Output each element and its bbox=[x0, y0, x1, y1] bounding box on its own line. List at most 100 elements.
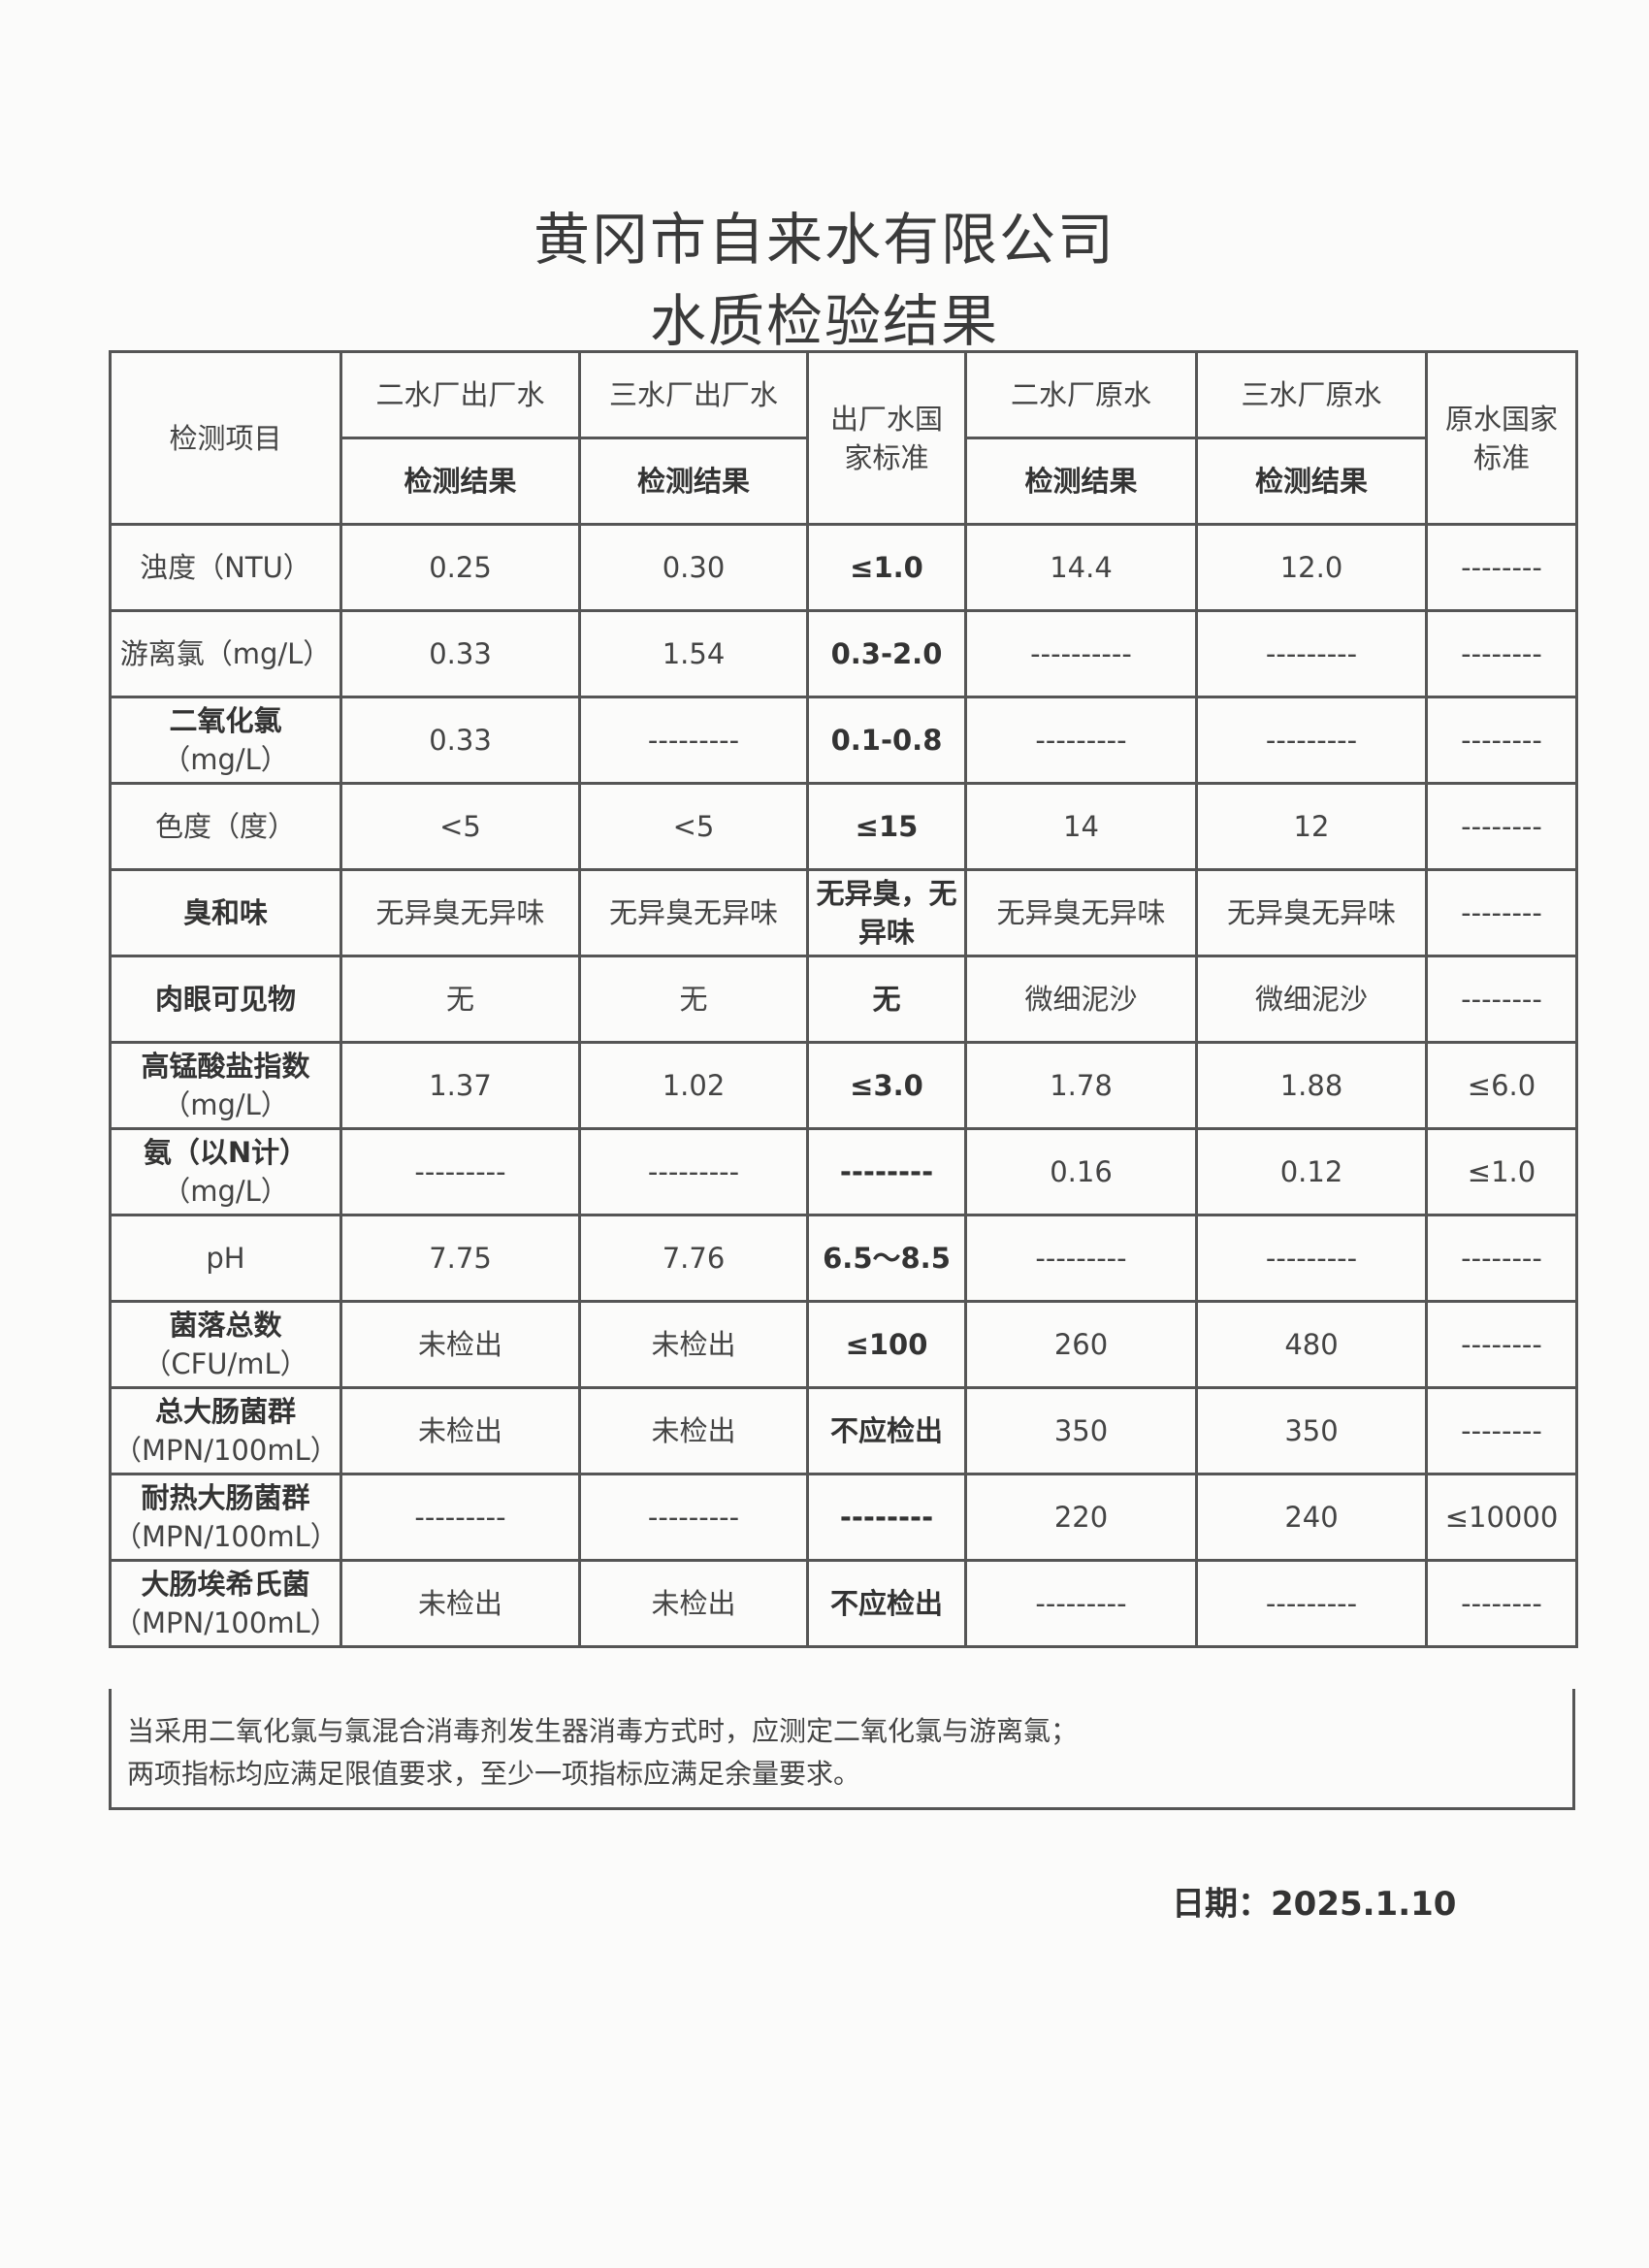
cell-std: 0.1-0.8 bbox=[806, 696, 967, 785]
cell-std-raw: ≤10000 bbox=[1425, 1473, 1578, 1562]
item-name: 高锰酸盐指数 （mg/L） bbox=[109, 1041, 342, 1130]
cell-c4: 12 bbox=[1195, 782, 1428, 871]
item-name-line: （mg/L） bbox=[162, 1175, 289, 1208]
cell-c3: --------- bbox=[964, 1214, 1198, 1303]
cell-c1: 未检出 bbox=[340, 1386, 581, 1475]
item-name-line: 大肠埃希氏菌 bbox=[141, 1568, 310, 1601]
cell-std: 不应检出 bbox=[806, 1559, 967, 1648]
cell-c4: --------- bbox=[1195, 1559, 1428, 1648]
cell-c3: 14.4 bbox=[964, 523, 1198, 612]
item-name: 大肠埃希氏菌 （MPN/100mL） bbox=[109, 1559, 342, 1648]
cell-c1: 未检出 bbox=[340, 1559, 581, 1648]
item-name-line: 耐热大肠菌群 bbox=[141, 1481, 310, 1514]
cell-c2: 7.76 bbox=[578, 1214, 809, 1303]
table-row: 浊度（NTU） 0.25 0.30 ≤1.0 14.4 12.0 -------- bbox=[109, 523, 1578, 612]
item-name-line: 氨（以N计） bbox=[143, 1136, 308, 1169]
item-name-line: 游离氯（mg/L） bbox=[119, 637, 332, 670]
table-row: 氨（以N计） （mg/L） --------- --------- -------- 0.… bbox=[109, 1127, 1578, 1216]
cell-c1: 7.75 bbox=[340, 1214, 581, 1303]
cell-c1: <5 bbox=[340, 782, 581, 871]
header-col3: 二水厂原水 bbox=[964, 350, 1198, 439]
header-std-out: 出厂水国家标准 bbox=[806, 350, 967, 526]
table-row: 二氧化氯 （mg/L） 0.33 --------- 0.1-0.8 --------- -… bbox=[109, 696, 1578, 785]
cell-c2: 未检出 bbox=[578, 1386, 809, 1475]
cell-c3: 260 bbox=[964, 1300, 1198, 1389]
header-col1: 二水厂出厂水 bbox=[340, 350, 581, 439]
cell-c4: 350 bbox=[1195, 1386, 1428, 1475]
item-name-line: （MPN/100mL） bbox=[113, 1520, 339, 1553]
cell-std: 不应检出 bbox=[806, 1386, 967, 1475]
header-std-raw: 原水国家标准 bbox=[1425, 350, 1578, 526]
item-name: 臭和味 bbox=[109, 868, 342, 957]
item-name: 菌落总数 （CFU/mL） bbox=[109, 1300, 342, 1389]
cell-std-raw: -------- bbox=[1425, 782, 1578, 871]
cell-c2: <5 bbox=[578, 782, 809, 871]
cell-c3: 0.16 bbox=[964, 1127, 1198, 1216]
cell-c3: 350 bbox=[964, 1386, 1198, 1475]
cell-c4: --------- bbox=[1195, 696, 1428, 785]
cell-c1: 0.33 bbox=[340, 609, 581, 698]
item-name: 浊度（NTU） bbox=[109, 523, 342, 612]
item-name-line: （MPN/100mL） bbox=[113, 1434, 339, 1467]
cell-c2: --------- bbox=[578, 1127, 809, 1216]
table-row: 臭和味 无异臭无异味 无异臭无异味 无异臭，无异味 无异臭无异味 无异臭无异味 ------… bbox=[109, 868, 1578, 957]
cell-std-raw: -------- bbox=[1425, 1214, 1578, 1303]
cell-std-raw: -------- bbox=[1425, 868, 1578, 957]
cell-c1: 1.37 bbox=[340, 1041, 581, 1130]
item-name-line: 高锰酸盐指数 bbox=[141, 1050, 310, 1083]
cell-c1: 未检出 bbox=[340, 1300, 581, 1389]
cell-c4: 微细泥沙 bbox=[1195, 955, 1428, 1044]
cell-std-raw: ≤6.0 bbox=[1425, 1041, 1578, 1130]
item-name-line: （MPN/100mL） bbox=[113, 1606, 339, 1639]
report-title: 水质检验结果 bbox=[649, 288, 999, 354]
item-name-line: 总大肠菌群 bbox=[154, 1395, 296, 1428]
cell-c2: 1.02 bbox=[578, 1041, 809, 1130]
table-row: 肉眼可见物无无无微细泥沙 微细泥沙 -------- bbox=[109, 955, 1578, 1044]
table-row: 色度（度） <5 <5 ≤15 14 12 -------- bbox=[109, 782, 1578, 871]
cell-c4: 240 bbox=[1195, 1473, 1428, 1562]
cell-std-raw: -------- bbox=[1425, 523, 1578, 612]
cell-std: ≤100 bbox=[806, 1300, 967, 1389]
item-name: 氨（以N计） （mg/L） bbox=[109, 1127, 342, 1216]
cell-c1: 0.25 bbox=[340, 523, 581, 612]
cell-c2: 无 bbox=[578, 955, 809, 1044]
cell-std: ≤3.0 bbox=[806, 1041, 967, 1130]
footnote: 当采用二氧化氯与氯混合消毒剂发生器消毒方式时，应测定二氧化氯与游离氯； 两项指标… bbox=[109, 1689, 1575, 1810]
subheader-result: 检测结果 bbox=[1195, 437, 1428, 526]
cell-std: ≤15 bbox=[806, 782, 967, 871]
header-col2: 三水厂出厂水 bbox=[578, 350, 809, 439]
item-name-line: （CFU/mL） bbox=[143, 1347, 308, 1380]
cell-c3: --------- bbox=[964, 696, 1198, 785]
company-title: 黄冈市自来水有限公司 bbox=[533, 207, 1116, 273]
cell-c3: ---------- bbox=[964, 609, 1198, 698]
table-row: 菌落总数 （CFU/mL） 未检出 未检出 ≤100 260 480 -------- bbox=[109, 1300, 1578, 1389]
item-name-line: 臭和味 bbox=[182, 896, 268, 929]
cell-std-raw: -------- bbox=[1425, 1559, 1578, 1648]
cell-c3: 微细泥沙 bbox=[964, 955, 1198, 1044]
cell-c2: 1.54 bbox=[578, 609, 809, 698]
cell-c1: 0.33 bbox=[340, 696, 581, 785]
table-row: 游离氯（mg/L） 0.33 1.54 0.3-2.0 ---------- ------… bbox=[109, 609, 1578, 698]
subheader-result: 检测结果 bbox=[578, 437, 809, 526]
cell-c2: 0.30 bbox=[578, 523, 809, 612]
water-quality-table: 检测项目 二水厂出厂水 三水厂出厂水 出厂水国家标准 二水厂原水 三水厂原水 原… bbox=[109, 350, 1578, 1648]
cell-c2: --------- bbox=[578, 1473, 809, 1562]
cell-std: 无异臭，无异味 bbox=[806, 868, 967, 957]
cell-std-raw: -------- bbox=[1425, 1386, 1578, 1475]
item-name-line: 二氧化氯 bbox=[169, 704, 282, 737]
cell-c4: 12.0 bbox=[1195, 523, 1428, 612]
cell-c2: 无异臭无异味 bbox=[578, 868, 809, 957]
item-name: pH bbox=[109, 1214, 342, 1303]
cell-c3: 无异臭无异味 bbox=[964, 868, 1198, 957]
footnote-line: 两项指标均应满足限值要求，至少一项指标应满足余量要求。 bbox=[127, 1758, 861, 1790]
item-name: 色度（度） bbox=[109, 782, 342, 871]
item-name: 二氧化氯 （mg/L） bbox=[109, 696, 342, 785]
cell-c4: --------- bbox=[1195, 609, 1428, 698]
cell-c4: 无异臭无异味 bbox=[1195, 868, 1428, 957]
item-name-line: pH bbox=[206, 1242, 245, 1275]
item-name: 游离氯（mg/L） bbox=[109, 609, 342, 698]
cell-c2: --------- bbox=[578, 696, 809, 785]
footnote-line: 当采用二氧化氯与氯混合消毒剂发生器消毒方式时，应测定二氧化氯与游离氯； bbox=[127, 1715, 1079, 1747]
cell-c1: --------- bbox=[340, 1127, 581, 1216]
cell-std: -------- bbox=[806, 1127, 967, 1216]
